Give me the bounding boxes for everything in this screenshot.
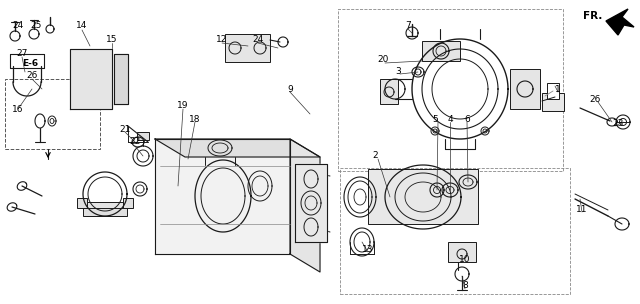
Text: 11: 11 bbox=[576, 205, 588, 213]
Bar bbox=[380, 79, 398, 104]
Text: 9: 9 bbox=[287, 85, 293, 94]
Bar bbox=[338, 9, 563, 171]
Bar bbox=[83, 208, 127, 216]
Polygon shape bbox=[290, 139, 320, 272]
Polygon shape bbox=[155, 139, 290, 254]
Polygon shape bbox=[155, 139, 320, 157]
Polygon shape bbox=[114, 54, 128, 104]
Bar bbox=[340, 168, 570, 294]
Bar bbox=[510, 69, 540, 109]
Bar bbox=[547, 83, 559, 99]
Bar bbox=[542, 93, 564, 111]
Text: 14: 14 bbox=[76, 22, 88, 30]
Bar bbox=[77, 198, 87, 208]
Text: 6: 6 bbox=[464, 115, 470, 123]
Text: 19: 19 bbox=[177, 102, 189, 110]
Text: 10: 10 bbox=[460, 254, 471, 264]
Polygon shape bbox=[606, 9, 634, 35]
Text: 21: 21 bbox=[119, 125, 131, 133]
Text: 13: 13 bbox=[362, 244, 374, 254]
Text: 18: 18 bbox=[189, 115, 201, 123]
Bar bbox=[75, 93, 85, 101]
Bar bbox=[87, 202, 123, 216]
Text: 26: 26 bbox=[589, 95, 601, 103]
Text: FR.: FR. bbox=[582, 11, 602, 21]
Text: 27: 27 bbox=[16, 50, 28, 58]
Text: 7: 7 bbox=[405, 22, 411, 30]
Text: 22: 22 bbox=[129, 137, 141, 147]
Bar bbox=[75, 57, 85, 65]
Text: 2: 2 bbox=[372, 151, 378, 161]
Text: 16: 16 bbox=[12, 105, 24, 113]
Bar bbox=[368, 169, 478, 224]
Text: 15: 15 bbox=[106, 34, 118, 43]
Text: 26: 26 bbox=[26, 71, 38, 81]
Text: 5: 5 bbox=[432, 115, 438, 123]
Text: 24: 24 bbox=[12, 22, 24, 30]
Bar bbox=[5, 79, 100, 149]
Text: E-6: E-6 bbox=[22, 60, 38, 68]
Bar bbox=[137, 132, 149, 140]
Text: 4: 4 bbox=[447, 115, 453, 123]
Text: 23: 23 bbox=[612, 119, 624, 129]
Text: 8: 8 bbox=[462, 282, 468, 291]
Text: 12: 12 bbox=[216, 34, 228, 43]
Bar bbox=[225, 34, 270, 62]
Bar bbox=[123, 198, 133, 208]
Polygon shape bbox=[70, 49, 112, 109]
Text: 20: 20 bbox=[378, 54, 388, 64]
Text: 3: 3 bbox=[395, 67, 401, 75]
Polygon shape bbox=[295, 164, 327, 242]
Bar bbox=[422, 41, 460, 61]
Bar bbox=[75, 75, 85, 83]
Text: 24: 24 bbox=[252, 34, 264, 43]
Text: 1: 1 bbox=[555, 85, 561, 94]
Text: 25: 25 bbox=[30, 22, 42, 30]
Bar bbox=[448, 242, 476, 262]
